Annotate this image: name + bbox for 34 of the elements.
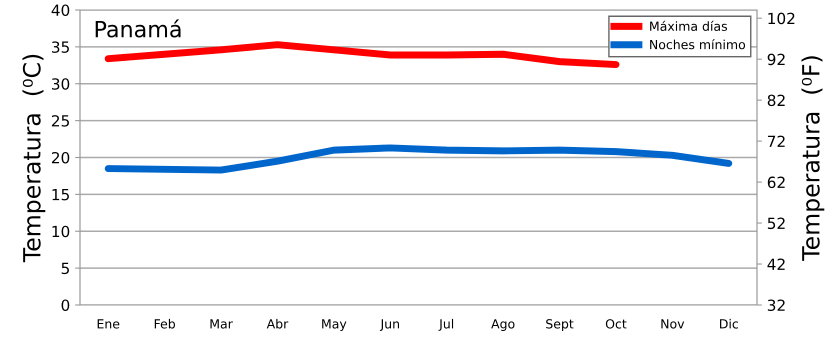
chart-title: Panamá <box>96 19 181 38</box>
y-axis-title: Temperatura (⁰C) <box>22 54 46 262</box>
x-tick-label: Ago <box>491 319 515 331</box>
y-tick-label: 20 <box>52 152 70 164</box>
y-tick-label: 25 <box>52 115 69 127</box>
y2-tick-label: 62 <box>768 176 785 188</box>
y-tick-label: 30 <box>52 78 70 90</box>
y2-axis-title: Temperatura (⁰F) <box>801 56 824 261</box>
x-tick-label: Oct <box>606 319 626 329</box>
y2-tick-label: 52 <box>768 218 785 230</box>
x-tick-label: Abr <box>266 318 288 329</box>
x-tick-label: Feb <box>154 318 176 329</box>
x-tick-label: May <box>322 319 346 331</box>
y-tick-label: 5 <box>62 262 69 274</box>
x-tick-label: Dic <box>720 318 738 329</box>
y-tick-label: 35 <box>52 41 69 53</box>
y2-tick-label: 102 <box>768 12 794 24</box>
legend-label: Noches mínimo <box>650 39 746 50</box>
y-tick-label: 10 <box>52 226 70 238</box>
x-tick-label: Mar <box>210 319 233 329</box>
y2-tick-label: 72 <box>768 136 785 147</box>
x-tick-label: Nov <box>661 319 684 329</box>
x-tick-label: Jul <box>438 318 454 331</box>
y2-tick-label: 92 <box>768 54 785 66</box>
legend-label: Máxima días <box>650 20 728 31</box>
y-tick-label: 15 <box>52 189 69 200</box>
y-tick-label: 0 <box>62 299 70 312</box>
y2-tick-label: 32 <box>768 299 785 312</box>
x-tick-label: Sept <box>546 319 574 331</box>
y2-tick-label: 42 <box>767 258 785 270</box>
x-tick-label: Jun <box>380 319 399 331</box>
x-tick-label: Ene <box>98 319 120 329</box>
y-tick-label: 40 <box>52 4 70 16</box>
y2-tick-label: 82 <box>768 94 785 106</box>
